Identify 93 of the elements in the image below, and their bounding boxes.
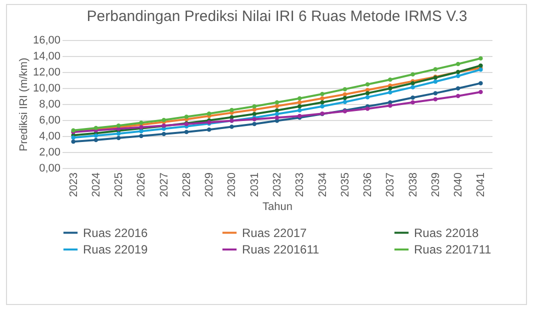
x-tick-label: 2036: [362, 172, 374, 197]
point: [388, 90, 392, 95]
x-tick-label: 2037: [384, 172, 397, 197]
x-tick-label: 2032: [272, 172, 284, 197]
x-tick-label: 2030: [226, 172, 238, 197]
y-tick-label: 2,00: [39, 146, 60, 158]
point: [252, 104, 256, 109]
point: [94, 133, 98, 138]
point: [365, 106, 370, 111]
y-tick-label: 14,00: [32, 50, 60, 62]
point: [320, 92, 324, 96]
point: [456, 86, 460, 91]
point: [252, 112, 256, 116]
x-tick-label: 2034: [316, 172, 329, 197]
y-tick-label: 8,00: [39, 98, 60, 110]
point: [456, 74, 460, 78]
point: [298, 104, 302, 109]
point: [320, 104, 324, 109]
legend-label: Ruas 2201711: [414, 242, 492, 256]
point: [206, 111, 212, 116]
x-tick-label: 2028: [180, 172, 193, 197]
point: [252, 122, 256, 126]
point: [230, 115, 234, 120]
point: [410, 100, 415, 105]
point: [274, 100, 280, 105]
point: [410, 85, 415, 90]
point: [184, 114, 189, 119]
point: [342, 100, 348, 104]
point: [478, 63, 483, 68]
x-tick-label: 2024: [90, 172, 102, 197]
x-tick-label: 2025: [113, 172, 126, 197]
point: [456, 62, 460, 66]
point: [433, 97, 438, 102]
point: [410, 72, 415, 77]
point: [478, 90, 483, 94]
point: [139, 134, 144, 138]
point: [320, 96, 324, 101]
point: [298, 96, 302, 101]
point: [274, 115, 280, 120]
x-tick-label: 2040: [452, 172, 465, 197]
point: [365, 91, 370, 96]
point: [162, 132, 166, 136]
point: [433, 67, 438, 72]
y-tick-label: 16,00: [32, 34, 60, 46]
point: [139, 129, 144, 134]
y-tick-label: 0,00: [39, 162, 60, 174]
point: [116, 131, 121, 136]
point: [230, 124, 234, 129]
point: [298, 100, 302, 105]
legend-label: Ruas 22017: [242, 226, 308, 240]
y-axis-title: Prediksi IRI (m/km): [18, 58, 30, 152]
point: [388, 77, 392, 82]
point: [320, 100, 324, 105]
point: [94, 138, 98, 142]
y-tick-label: 6,00: [39, 114, 60, 126]
point: [298, 108, 302, 113]
x-tick-label: 2033: [294, 172, 306, 197]
x-tick-label: 2027: [158, 172, 170, 197]
point: [71, 135, 76, 140]
point: [365, 82, 370, 87]
point: [388, 86, 392, 91]
legend-label: Ruas 22018: [414, 226, 480, 240]
legend-label: Ruas 22016: [83, 226, 148, 240]
x-tick-label: 2035: [339, 172, 352, 197]
point: [478, 81, 483, 86]
point: [478, 56, 483, 61]
chart-title: Perbandingan Prediksi Nilai IRI 6 Ruas Metode IRMS V.3: [86, 8, 468, 25]
point: [184, 130, 189, 134]
y-tick-label: 10,00: [32, 82, 60, 94]
x-tick-label: 2029: [204, 172, 216, 197]
x-tick-label: 2039: [430, 172, 442, 197]
x-tick-label: 2031: [248, 172, 261, 197]
point: [116, 136, 121, 140]
point: [230, 108, 234, 112]
point: [342, 96, 348, 100]
x-tick-label: 2038: [407, 172, 420, 197]
point: [365, 95, 370, 100]
point: [342, 87, 348, 92]
point: [388, 103, 392, 108]
legend-label: Ruas 2201611: [242, 242, 320, 256]
x-tick-label: 2041: [475, 172, 488, 197]
point: [206, 127, 212, 132]
y-tick-label: 12,00: [32, 66, 60, 78]
point: [71, 139, 76, 144]
point: [456, 94, 460, 98]
point: [433, 91, 438, 96]
point: [433, 79, 438, 84]
point: [410, 95, 415, 100]
y-tick-label: 4,00: [39, 130, 60, 142]
x-tick-label: 2026: [136, 172, 148, 197]
x-axis-title: Tahun: [262, 200, 292, 213]
legend-label: Ruas 22019: [83, 242, 148, 256]
x-tick-label: 2023: [68, 172, 80, 197]
